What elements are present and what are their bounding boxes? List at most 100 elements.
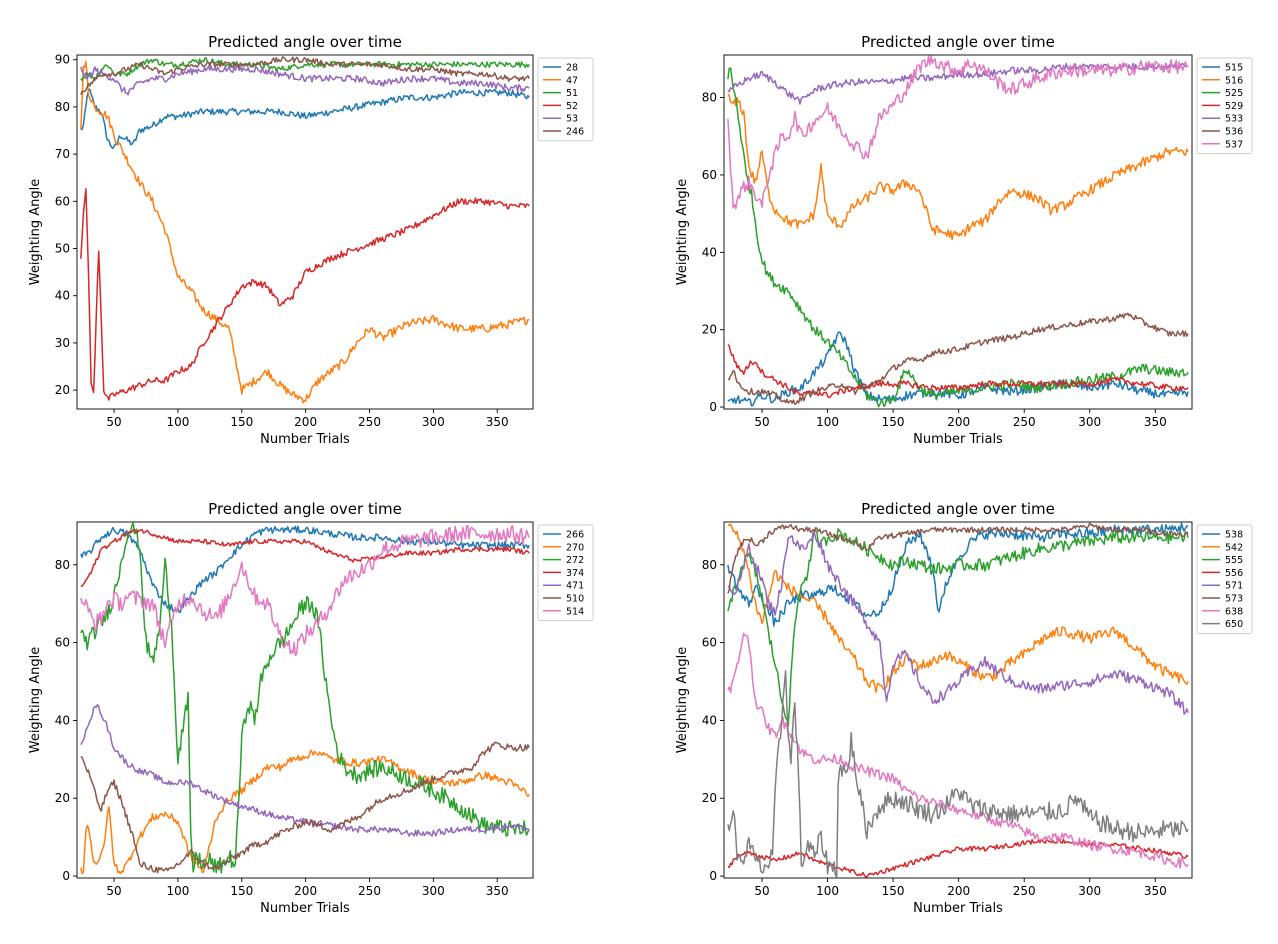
y-tick-label: 40 bbox=[55, 289, 70, 303]
x-tick-label: 50 bbox=[106, 415, 121, 429]
legend-label-573: 573 bbox=[1225, 594, 1243, 605]
series-group bbox=[80, 56, 530, 404]
legend-label-555: 555 bbox=[1225, 555, 1243, 566]
y-tick-label: 0 bbox=[709, 400, 717, 414]
chart-title: Predicted angle over time bbox=[208, 500, 402, 518]
legend-label-510: 510 bbox=[566, 594, 584, 605]
legend-label-52: 52 bbox=[566, 101, 578, 112]
x-axis-label: Number Trials bbox=[913, 432, 1003, 447]
y-axis-label: Weighting Angle bbox=[675, 179, 690, 286]
legend-label-571: 571 bbox=[1225, 581, 1243, 592]
legend-label-556: 556 bbox=[1225, 568, 1243, 579]
legend-label-538: 538 bbox=[1225, 530, 1243, 541]
y-axis-label: Weighting Angle bbox=[675, 647, 690, 754]
y-tick-label: 40 bbox=[702, 245, 717, 259]
series-line-516 bbox=[727, 93, 1189, 241]
x-axis-label: Number Trials bbox=[260, 901, 350, 916]
x-tick-label: 50 bbox=[754, 415, 769, 429]
legend-label-47: 47 bbox=[566, 75, 578, 86]
series-group bbox=[727, 522, 1189, 878]
y-tick-label: 50 bbox=[55, 242, 70, 256]
y-tick-label: 30 bbox=[55, 336, 70, 350]
legend-label-525: 525 bbox=[1225, 88, 1243, 99]
axes-frame bbox=[76, 54, 534, 410]
x-tick-label: 350 bbox=[486, 884, 509, 898]
y-tick-label: 80 bbox=[55, 558, 70, 572]
series-line-556 bbox=[727, 838, 1189, 878]
x-tick-label: 350 bbox=[486, 415, 509, 429]
series-line-536 bbox=[727, 312, 1189, 405]
x-tick-label: 100 bbox=[166, 415, 189, 429]
series-line-638 bbox=[727, 632, 1189, 869]
x-tick-label: 350 bbox=[1144, 884, 1167, 898]
x-tick-label: 100 bbox=[816, 884, 839, 898]
legend-label-272: 272 bbox=[566, 555, 584, 566]
y-tick-label: 40 bbox=[55, 713, 70, 727]
x-tick-label: 50 bbox=[754, 884, 769, 898]
y-tick-label: 20 bbox=[55, 383, 70, 397]
x-tick-label: 250 bbox=[1013, 415, 1036, 429]
series-line-51 bbox=[80, 57, 530, 82]
y-axis-label: Weighting Angle bbox=[28, 647, 43, 754]
x-axis-label: Number Trials bbox=[913, 901, 1003, 916]
series-line-573 bbox=[727, 522, 1189, 594]
x-tick-label: 50 bbox=[106, 884, 121, 898]
legend-label-374: 374 bbox=[566, 568, 584, 579]
series-line-374 bbox=[80, 528, 530, 587]
series-line-246 bbox=[80, 56, 530, 95]
y-tick-label: 80 bbox=[702, 558, 717, 572]
x-tick-label: 250 bbox=[1013, 884, 1036, 898]
legend-label-650: 650 bbox=[1225, 619, 1243, 630]
legend-label-516: 516 bbox=[1225, 75, 1243, 86]
legend-label-514: 514 bbox=[566, 606, 584, 617]
series-line-542 bbox=[727, 523, 1189, 693]
y-tick-label: 90 bbox=[55, 53, 70, 67]
x-tick-label: 250 bbox=[358, 415, 381, 429]
x-tick-label: 300 bbox=[422, 415, 445, 429]
legend-label-529: 529 bbox=[1225, 101, 1243, 112]
y-tick-label: 20 bbox=[702, 791, 717, 805]
legend-label-537: 537 bbox=[1225, 139, 1243, 150]
legend-label-536: 536 bbox=[1225, 127, 1243, 138]
y-tick-label: 20 bbox=[702, 323, 717, 337]
series-line-525 bbox=[727, 67, 1189, 408]
series-line-52 bbox=[80, 188, 530, 401]
chart-panel-1: 50 100 150 200 250 300 350 20 30 40 50 60 70 80 90 Pred… bbox=[28, 33, 594, 447]
x-axis-label: Number Trials bbox=[260, 432, 350, 447]
series-line-555 bbox=[727, 528, 1189, 727]
series-line-28 bbox=[80, 88, 530, 150]
y-tick-label: 60 bbox=[55, 194, 70, 208]
series-line-650 bbox=[727, 670, 1189, 878]
x-tick-label: 150 bbox=[230, 884, 253, 898]
x-tick-label: 350 bbox=[1144, 415, 1167, 429]
legend-label-515: 515 bbox=[1225, 63, 1243, 74]
legend-box bbox=[1196, 524, 1253, 634]
chart-panel-4: 50 100 150 200 250 300 350 0 20 40 60 80 Predicted a… bbox=[675, 500, 1253, 916]
series-line-47 bbox=[80, 60, 530, 404]
chart-title: Predicted angle over time bbox=[861, 33, 1055, 51]
x-tick-label: 100 bbox=[816, 415, 839, 429]
chart-panel-2: 50 100 150 200 250 300 350 0 20 40 60 80 Predicted a… bbox=[675, 33, 1253, 447]
y-tick-label: 40 bbox=[702, 713, 717, 727]
y-tick-label: 0 bbox=[62, 869, 70, 883]
legend-label-28: 28 bbox=[566, 63, 578, 74]
x-tick-label: 150 bbox=[882, 884, 905, 898]
legend-label-542: 542 bbox=[1225, 542, 1243, 553]
x-tick-label: 200 bbox=[294, 415, 317, 429]
y-tick-label: 80 bbox=[55, 100, 70, 114]
x-tick-label: 150 bbox=[882, 415, 905, 429]
series-line-533 bbox=[727, 62, 1189, 105]
series-line-515 bbox=[727, 331, 1189, 407]
y-tick-label: 20 bbox=[55, 791, 70, 805]
x-tick-label: 300 bbox=[1078, 884, 1101, 898]
legend-label-266: 266 bbox=[566, 530, 584, 541]
y-tick-label: 60 bbox=[55, 636, 70, 650]
legend-label-638: 638 bbox=[1225, 606, 1243, 617]
chart-panel-3: 50 100 150 200 250 300 350 0 20 40 60 80 Predicted a… bbox=[28, 500, 594, 916]
axes-frame bbox=[723, 521, 1193, 879]
legend-label-471: 471 bbox=[566, 581, 584, 592]
x-tick-label: 200 bbox=[947, 415, 970, 429]
x-tick-label: 150 bbox=[230, 415, 253, 429]
